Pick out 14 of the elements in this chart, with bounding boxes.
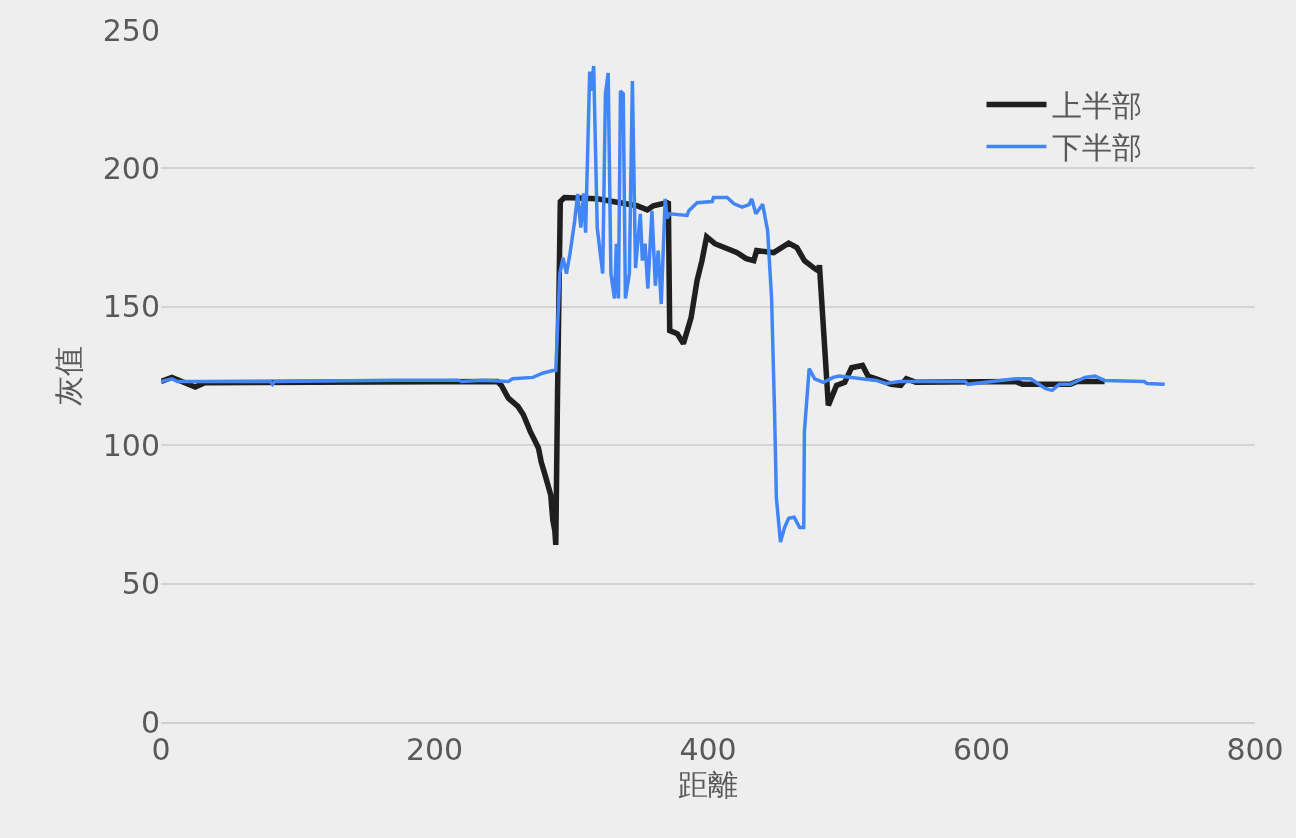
x-tick-label: 400 — [679, 731, 737, 767]
y-tick-label: 150 — [102, 289, 160, 325]
y-tick-label: 250 — [102, 12, 160, 48]
y-tick-label: 100 — [102, 427, 160, 463]
x-tick-label: 600 — [952, 731, 1011, 767]
y-tick-label: 50 — [121, 566, 160, 602]
x-axis-title: 距離 — [678, 766, 738, 802]
legend-label: 上半部 — [1051, 88, 1142, 124]
y-tick-label: 200 — [102, 150, 160, 186]
y-axis-title: 灰值 — [50, 346, 86, 406]
legend-label: 下半部 — [1051, 130, 1142, 166]
x-tick-label: 800 — [1226, 731, 1284, 767]
line-series — [161, 64, 1167, 544]
x-tick-label: 200 — [405, 731, 464, 767]
